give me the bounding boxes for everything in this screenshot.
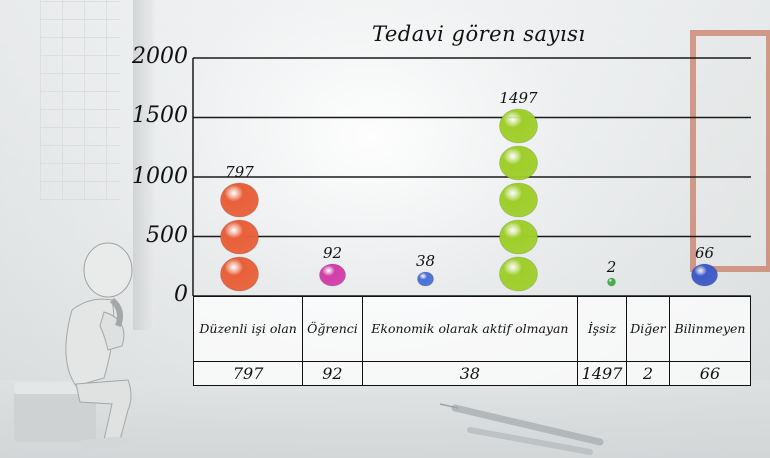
- data-label: 38: [416, 252, 435, 270]
- table-value-cell: 1497: [577, 361, 627, 386]
- bar-marker: [499, 256, 538, 292]
- data-label: 1497: [499, 89, 538, 107]
- bar-marker: [319, 263, 346, 287]
- background-pillar: [133, 0, 155, 330]
- background-door-frame: [690, 30, 770, 272]
- data-labels: 797 92 38 1497 2 66: [225, 89, 714, 276]
- bar-marker: [499, 108, 538, 144]
- table-header-cell: Öğrenci: [302, 296, 363, 362]
- data-label: 66: [695, 244, 715, 262]
- table-value-cell: 2: [625, 361, 670, 386]
- thinking-figure-illustration: [14, 242, 133, 449]
- table-header-cell: İşsiz: [577, 296, 627, 362]
- bar-marker: [220, 182, 259, 218]
- y-tick-label: 0: [174, 282, 188, 307]
- background-window: [40, 0, 120, 200]
- y-tick-label: 1500: [132, 103, 188, 128]
- table-header-cell: Diğer: [625, 296, 670, 362]
- table-value-cell: 66: [668, 361, 752, 386]
- table-header-cell: Bilinmeyen: [668, 296, 752, 362]
- y-tick-label: 2000: [132, 44, 188, 69]
- table-value-cell: 797: [192, 361, 304, 386]
- y-tick-label: 500: [146, 223, 188, 248]
- data-label: 797: [225, 163, 254, 181]
- bar-marker: [220, 219, 259, 255]
- data-label: 2: [606, 258, 617, 276]
- table-header-cell: Düzenli işi olan: [192, 296, 304, 362]
- chart-title: Tedavi gören sayısı: [372, 22, 586, 46]
- bar-marker: [417, 271, 434, 287]
- data-marks: [220, 108, 718, 292]
- bar-marker: [691, 263, 718, 287]
- bar-marker: [499, 219, 538, 255]
- table-header-cell: Ekonomik olarak aktif olmayan: [361, 296, 579, 362]
- bar-marker: [499, 145, 538, 181]
- table-value-cell: 38: [361, 361, 579, 386]
- data-table: Düzenli işi olan Öğrenci Ekonomik olarak…: [192, 296, 752, 386]
- grid-lines: [192, 57, 751, 297]
- bar-marker: [499, 182, 538, 218]
- syringe-illustration: [439, 403, 604, 455]
- bar-marker: [607, 277, 616, 287]
- y-tick-label: 1000: [132, 164, 188, 189]
- data-label: 92: [323, 244, 342, 262]
- table-value-cell: 92: [302, 361, 363, 386]
- bar-marker: [220, 256, 259, 292]
